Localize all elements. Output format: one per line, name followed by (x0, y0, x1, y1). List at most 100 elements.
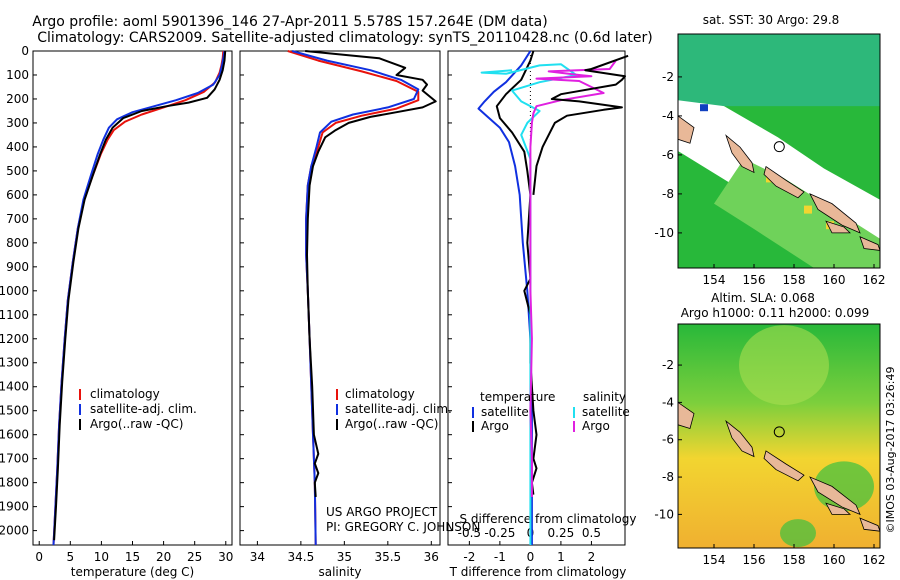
pi-label: PI: GREGORY C. JOHNSON (326, 520, 480, 534)
salinity-difference-tick-label: 0.5 (582, 526, 601, 540)
sst-cold-pixel (700, 104, 708, 112)
island-landmass (825, 220, 851, 234)
longitude-tick-label: 154 (703, 273, 726, 287)
difference-axes-frame (447, 50, 626, 546)
difference-line-sal_argo (529, 60, 617, 497)
longitude-tick-label: 154 (703, 553, 726, 567)
sst-hot-pixel (804, 205, 812, 214)
depth-tick-label: 1400 (0, 380, 29, 394)
map-field (678, 34, 880, 268)
temperature-tick-label: 20 (156, 550, 171, 564)
latitude-tick-label: -10 (654, 226, 674, 240)
latitude-tick-label: -4 (662, 109, 674, 123)
depth-tick-label: 1200 (0, 332, 29, 346)
depth-tick-label: 1300 (0, 356, 29, 370)
sst-map-title: sat. SST: 30 Argo: 29.8 (703, 13, 840, 27)
map-field (678, 324, 880, 548)
difference-tick-label: 1 (557, 550, 565, 564)
temperature-tick-label: 10 (94, 550, 109, 564)
map-frame (677, 323, 881, 549)
island-landmass (763, 450, 805, 482)
depth-tick-label: 500 (6, 164, 29, 178)
salinity-tick-label: 34.5 (288, 550, 315, 564)
sst-warm-north (678, 34, 880, 107)
profile-location-marker (773, 426, 785, 438)
sla-light-blob (739, 325, 829, 406)
longitude-tick-label: 162 (863, 273, 886, 287)
salinity-line-satellite (291, 50, 420, 546)
depth-tick-label: 1600 (0, 428, 29, 442)
difference-panel: -2 -1 0 1 2-0.5 -0.25 0 0.25 0.5S difference fro… (447, 50, 637, 579)
island-landmass (678, 401, 695, 430)
salinity-tick-label: 36 (424, 550, 439, 564)
temperature-tick-label: 25 (187, 550, 202, 564)
latitude-tick-label: -2 (662, 70, 674, 84)
figure-title-line1: Argo profile: aoml 5901396_146 27-Apr-20… (32, 14, 547, 30)
profile-location-marker (773, 141, 785, 153)
figure-title-line2: Climatology: CARS2009. Satellite-adjuste… (37, 30, 652, 46)
salinity-difference-tick-label: -0.5 (458, 526, 481, 540)
temperature-axes-frame (32, 50, 233, 546)
longitude-tick-label: 158 (783, 273, 806, 287)
salinity-legend-label: satellite-adj. clim. (345, 402, 452, 416)
temperature-legend-label: satellite-adj. clim. (90, 402, 197, 416)
temperature-legend-title: temperature (480, 390, 555, 404)
depth-tick-label: 1900 (0, 500, 29, 514)
temperature-tick-label: 5 (66, 550, 74, 564)
sla-green-blob (780, 519, 816, 548)
salinity-legend-label: Argo(..raw -QC) (345, 417, 438, 431)
depth-tick-label: 1700 (0, 452, 29, 466)
depth-tick-label: 1500 (0, 404, 29, 418)
depth-tick-label: 0 (21, 44, 29, 58)
island-landmass (763, 165, 805, 199)
island-landmass (725, 419, 755, 458)
salinity-tick-label: 35.5 (374, 550, 401, 564)
salinity-difference-legend-label: satellite (582, 405, 630, 419)
longitude-tick-label: 160 (823, 553, 846, 567)
temperature-tick-label: 15 (125, 550, 140, 564)
salinity-difference-axis-label: S difference from climatology (460, 512, 637, 526)
latitude-tick-label: -6 (662, 148, 674, 162)
depth-tick-label: 800 (6, 236, 29, 250)
difference-tick-label: 0 (527, 550, 535, 564)
island-landmass (859, 517, 880, 532)
project-label: US ARGO PROJECT (326, 505, 438, 519)
island-landmass (809, 193, 861, 234)
temperature-tick-label: 30 (218, 550, 233, 564)
longitude-tick-label: 156 (743, 553, 766, 567)
depth-tick-label: 600 (6, 188, 29, 202)
salinity-legend-title: salinity (583, 390, 626, 404)
depth-tick-label: 700 (6, 212, 29, 226)
difference-line-argo (495, 50, 538, 495)
latitude-tick-label: -2 (662, 358, 674, 372)
longitude-tick-label: 160 (823, 273, 846, 287)
longitude-tick-label: 158 (783, 553, 806, 567)
depth-tick-label: 100 (6, 68, 29, 82)
longitude-tick-label: 162 (863, 553, 886, 567)
salinity-tick-label: 34 (250, 550, 265, 564)
temperature-difference-axis-label: T difference from climatology (449, 565, 627, 579)
sla-map-title: Altim. SLA: 0.068 (711, 291, 815, 305)
temperature-panel: 0100200300400500600700800900100011001200… (0, 44, 233, 579)
latitude-tick-label: -4 (662, 395, 674, 409)
temperature-legend-label: Argo(..raw -QC) (90, 417, 183, 431)
temperature-difference-legend-label: satellite (481, 405, 529, 419)
island-landmass (678, 115, 695, 144)
salinity-line-argo (305, 50, 437, 498)
sst-map-panel: sat. SST: 30 Argo: 29.8 154 156 158 160 162 -2… (654, 13, 885, 287)
temperature-line-argo (53, 50, 227, 541)
temperature-line-climatology (52, 50, 225, 546)
longitude-tick-label: 156 (743, 273, 766, 287)
map-frame (677, 33, 881, 269)
temperature-line-satellite (52, 50, 226, 546)
temperature-tick-label: 0 (35, 550, 43, 564)
depth-tick-label: 400 (6, 140, 29, 154)
depth-tick-label: 1100 (0, 308, 29, 322)
salinity-axis-label: salinity (318, 565, 361, 579)
island-landmass (809, 476, 861, 516)
difference-tick-label: -2 (463, 550, 475, 564)
latitude-tick-label: -8 (662, 470, 674, 484)
salinity-difference-tick-label: 0.25 (548, 526, 575, 540)
